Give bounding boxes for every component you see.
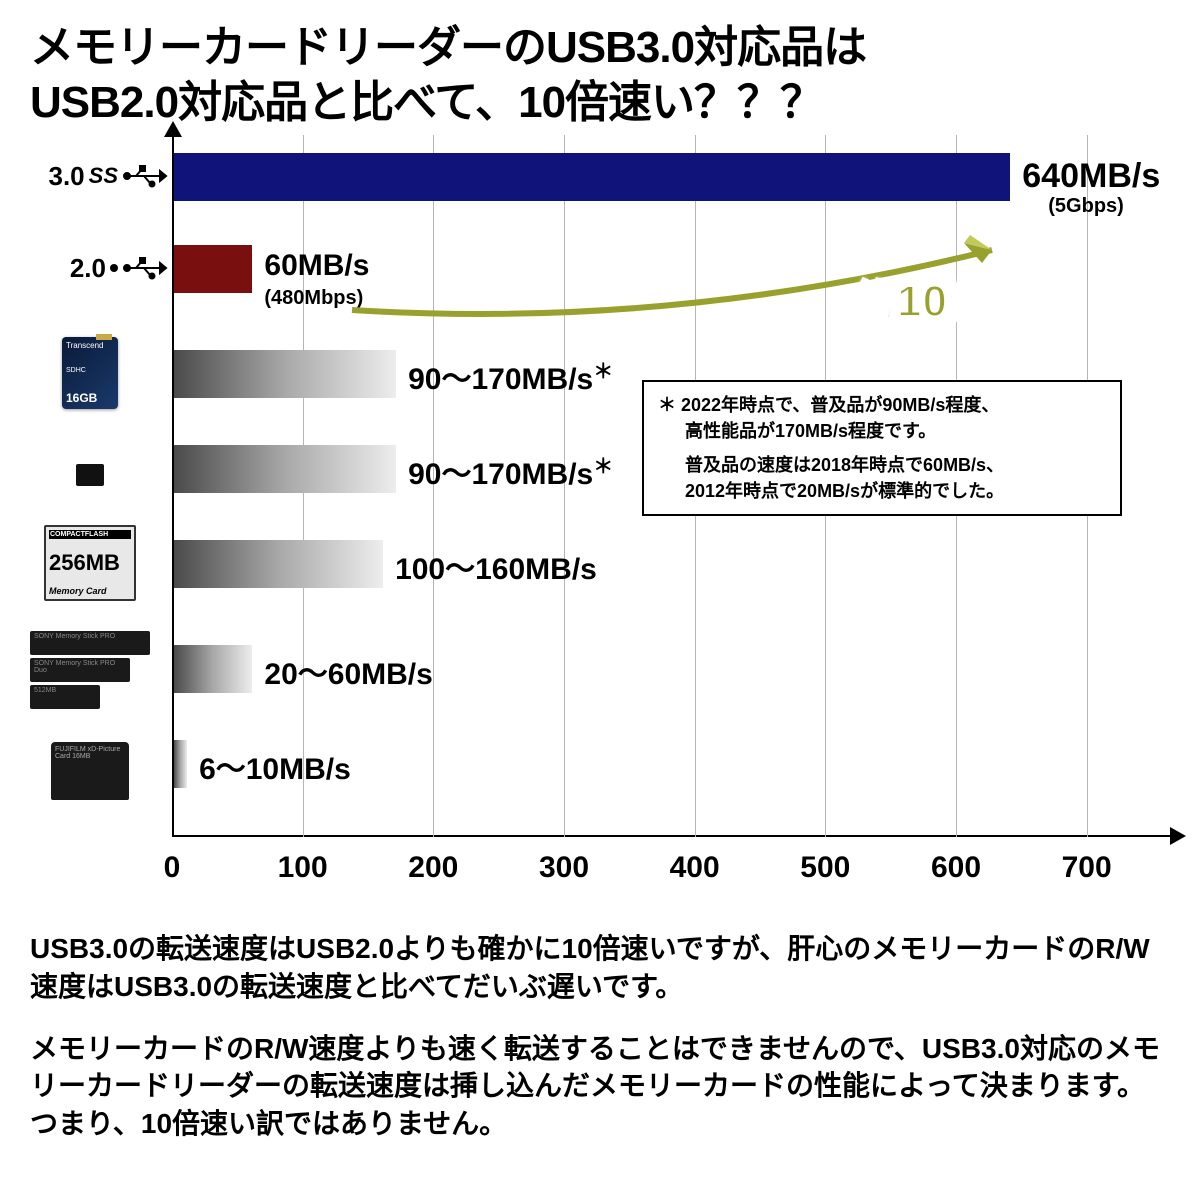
callout-10x: 約10倍 bbox=[852, 265, 993, 329]
chart: 3.0 SS 2.0 TranscendSDHC16GB COMPACTFLAS… bbox=[0, 135, 1200, 905]
footnote-box: ＊ 2022年時点で、普及品が90MB/s程度、 高性能品が170MB/s程度で… bbox=[642, 380, 1122, 516]
usb20-text: 2.0 bbox=[70, 253, 106, 284]
usb-icon bbox=[122, 165, 166, 187]
x-axis-line bbox=[172, 835, 1172, 837]
plot-area: 0100200300400500600700 640MB/s(5Gbps)60M… bbox=[172, 135, 1172, 905]
bar-sd bbox=[174, 350, 396, 398]
cf-card-icon: COMPACTFLASH256MBMemory Card bbox=[30, 523, 150, 603]
note-line3: 普及品の速度は2018年時点で60MB/s、 bbox=[658, 452, 1106, 478]
y-axis-arrow-icon bbox=[164, 121, 182, 137]
microsd-icon bbox=[30, 435, 150, 515]
x-tick-label: 500 bbox=[800, 851, 850, 885]
ss-label: SS bbox=[89, 163, 118, 189]
bar-sublabel-usb30: (5Gbps) bbox=[1048, 195, 1124, 218]
bar-label-ms: 20～60MB/s bbox=[264, 649, 432, 693]
page-title: メモリーカードリーダーのUSB3.0対応品は USB2.0対応品と比べて、10倍… bbox=[0, 0, 1200, 130]
footer-p2: メモリーカードのR/W速度よりも速く転送することはできませんので、USB3.0対… bbox=[30, 1030, 1170, 1143]
sd-card-icon: TranscendSDHC16GB bbox=[30, 333, 150, 413]
x-tick-label: 600 bbox=[931, 851, 981, 885]
y-label-usb20: 2.0 bbox=[0, 233, 172, 303]
title-line2: USB2.0対応品と比べて、10倍速い？？？ bbox=[30, 78, 823, 127]
x-tick-label: 400 bbox=[670, 851, 720, 885]
x-tick-label: 0 bbox=[164, 851, 181, 885]
bar-label-sd: 90～170MB/s＊ bbox=[408, 354, 613, 398]
y-axis-column: 3.0 SS 2.0 TranscendSDHC16GB COMPACTFLAS… bbox=[0, 135, 172, 905]
dot-icon bbox=[110, 264, 118, 272]
x-tick-label: 100 bbox=[278, 851, 328, 885]
bar-cf bbox=[174, 540, 383, 588]
memorystick-icon: SONY Memory Stick PRO SONY Memory Stick … bbox=[30, 625, 150, 715]
x-tick-label: 200 bbox=[408, 851, 458, 885]
note-line1: ＊ 2022年時点で、普及品が90MB/s程度、 bbox=[658, 392, 1106, 418]
bar-label-usb20: 60MB/s bbox=[264, 249, 369, 283]
x-axis-arrow-icon bbox=[1170, 827, 1186, 845]
bar-usb20 bbox=[174, 245, 252, 293]
usb-icon bbox=[122, 257, 166, 279]
y-label-usb30: 3.0 SS bbox=[0, 141, 172, 211]
xd-card-icon: FUJIFILM xD-Picture Card 16MB bbox=[30, 731, 150, 811]
bar-label-cf: 100～160MB/s bbox=[395, 544, 597, 588]
usb30-text: 3.0 bbox=[48, 161, 84, 192]
bar-xd bbox=[174, 740, 187, 788]
bar-label-microsd: 90～170MB/s＊ bbox=[408, 449, 613, 493]
bar-label-usb30: 640MB/s bbox=[1022, 157, 1160, 196]
x-tick-label: 700 bbox=[1062, 851, 1112, 885]
bar-usb30 bbox=[174, 153, 1010, 201]
title-line1: メモリーカードリーダーのUSB3.0対応品は bbox=[30, 23, 866, 72]
bar-microsd bbox=[174, 445, 396, 493]
footer-p1: USB3.0の転送速度はUSB2.0よりも確かに10倍速いですが、肝心のメモリー… bbox=[30, 930, 1170, 1006]
bar-label-xd: 6～10MB/s bbox=[199, 744, 351, 788]
x-tick-label: 300 bbox=[539, 851, 589, 885]
bar-ms bbox=[174, 645, 252, 693]
bar-sublabel-usb20: (480Mbps) bbox=[264, 287, 363, 310]
note-line4: 2012年時点で20MB/sが標準的でした。 bbox=[658, 478, 1106, 504]
footer-paragraphs: USB3.0の転送速度はUSB2.0よりも確かに10倍速いですが、肝心のメモリー… bbox=[30, 930, 1170, 1143]
note-line2: 高性能品が170MB/s程度です。 bbox=[658, 418, 1106, 444]
